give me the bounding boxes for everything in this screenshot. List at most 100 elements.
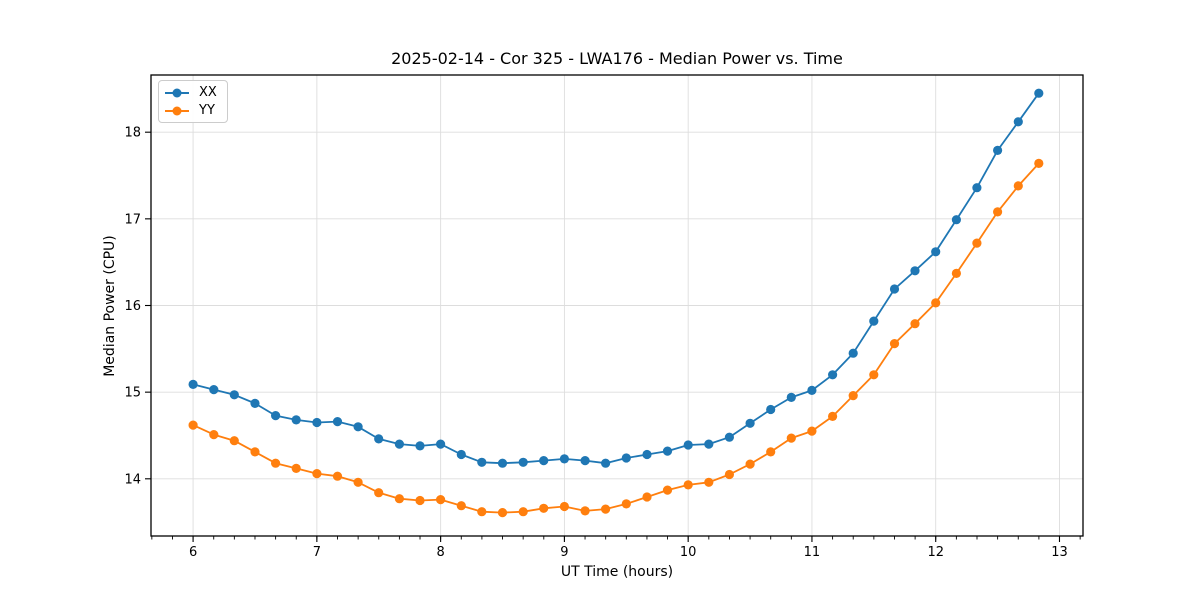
series-xx-marker bbox=[477, 457, 487, 467]
series-xx-marker bbox=[724, 432, 735, 442]
series-yy-marker bbox=[786, 433, 796, 443]
series-yy-marker bbox=[188, 420, 198, 430]
series-xx-marker bbox=[250, 398, 260, 408]
series-xx-marker bbox=[786, 392, 796, 402]
series-yy-marker bbox=[312, 469, 322, 479]
plot-area-frame bbox=[150, 74, 1084, 537]
series-yy-marker bbox=[497, 507, 508, 518]
series-yy-marker bbox=[271, 458, 281, 468]
series-xx-marker bbox=[1013, 117, 1023, 127]
y-tick-label: 18 bbox=[124, 126, 141, 141]
series-yy-marker bbox=[332, 471, 343, 481]
x-tick-label: 12 bbox=[927, 545, 944, 560]
series-yy-marker bbox=[229, 436, 239, 446]
series-yy-marker bbox=[642, 492, 652, 502]
series-yy-marker bbox=[972, 238, 982, 248]
series-xx-marker bbox=[683, 440, 693, 450]
x-tick-label: 11 bbox=[804, 545, 821, 560]
series-yy-marker bbox=[889, 339, 900, 349]
x-axis-label: UT Time (hours) bbox=[560, 564, 674, 580]
series-yy-marker bbox=[993, 207, 1003, 217]
series-xx-marker bbox=[601, 458, 611, 468]
series-xx-marker bbox=[910, 266, 920, 276]
series-yy-marker bbox=[704, 477, 714, 487]
y-tick-label: 14 bbox=[124, 472, 141, 487]
series-xx-marker bbox=[209, 385, 219, 395]
series-xx-marker bbox=[353, 422, 363, 432]
series-yy-marker bbox=[1034, 158, 1044, 168]
legend-item-xx: XX bbox=[165, 84, 221, 101]
series-yy-marker bbox=[580, 506, 590, 516]
series-xx-marker bbox=[374, 434, 384, 444]
y-tick-label: 15 bbox=[124, 386, 141, 401]
series-xx-marker bbox=[621, 453, 631, 463]
series-yy-marker bbox=[766, 447, 776, 457]
series-yy-marker bbox=[931, 298, 941, 308]
series-xx-marker bbox=[271, 411, 281, 421]
series-yy-marker bbox=[353, 477, 363, 487]
series-xx-marker bbox=[807, 385, 817, 395]
series-xx-marker bbox=[539, 456, 549, 466]
legend-label-yy: YY bbox=[199, 103, 215, 118]
chart-title: 2025-02-14 - Cor 325 - LWA176 - Median P… bbox=[391, 49, 843, 68]
x-tick-label: 6 bbox=[189, 545, 197, 560]
series-xx-marker bbox=[642, 449, 652, 460]
series-xx-marker bbox=[662, 446, 673, 456]
series-xx-marker bbox=[497, 458, 508, 468]
series-yy-marker bbox=[436, 495, 446, 505]
series-yy-marker bbox=[807, 426, 817, 436]
series-yy-marker bbox=[869, 370, 879, 380]
series-xx-line bbox=[192, 92, 1040, 465]
series-xx-marker bbox=[394, 439, 404, 449]
series-xx-marker bbox=[993, 145, 1003, 155]
legend-label-xx: XX bbox=[199, 85, 217, 100]
series-yy-marker bbox=[910, 319, 920, 329]
x-tick-label: 9 bbox=[560, 545, 568, 560]
series-xx-marker bbox=[291, 415, 301, 425]
series-yy-marker bbox=[662, 485, 673, 495]
series-xx-marker bbox=[869, 316, 879, 326]
series-xx-marker bbox=[848, 348, 858, 358]
series-xx-marker bbox=[931, 247, 941, 257]
series-xx-marker bbox=[518, 457, 528, 467]
series-yy-marker bbox=[745, 459, 755, 469]
series-xx-marker bbox=[745, 418, 755, 428]
series-xx-marker bbox=[1034, 88, 1044, 98]
series-yy-marker bbox=[374, 488, 384, 498]
legend-item-yy: YY bbox=[165, 102, 221, 119]
series-xx-marker bbox=[559, 454, 570, 464]
series-yy-marker bbox=[394, 494, 404, 504]
series-xx-marker bbox=[828, 370, 838, 380]
series-yy-marker bbox=[291, 463, 301, 473]
series-yy-marker bbox=[250, 447, 260, 457]
series-xx-marker bbox=[332, 417, 343, 427]
series-xx-marker bbox=[312, 417, 322, 428]
legend-line-sample-yy bbox=[165, 106, 189, 116]
circle-marker-icon bbox=[172, 88, 182, 97]
series-yy-marker bbox=[683, 480, 693, 490]
series-yy-marker bbox=[518, 507, 528, 517]
series-xx-marker bbox=[580, 456, 590, 466]
series-xx-marker bbox=[889, 284, 900, 294]
series-yy-marker bbox=[724, 469, 735, 480]
legend: XX YY bbox=[158, 80, 228, 123]
x-tick-label: 13 bbox=[1051, 545, 1068, 560]
series-xx-marker bbox=[951, 215, 962, 225]
series-yy-marker bbox=[601, 504, 611, 514]
series-yy-marker bbox=[828, 411, 838, 421]
series-yy-marker bbox=[209, 430, 219, 440]
x-tick-label: 7 bbox=[313, 545, 321, 560]
series-yy-marker bbox=[456, 501, 466, 511]
series-xx-marker bbox=[436, 439, 446, 449]
series-xx-marker bbox=[972, 183, 982, 193]
series-xx-marker bbox=[766, 404, 776, 415]
x-tick-label: 8 bbox=[436, 545, 444, 560]
series-yy-marker bbox=[477, 507, 487, 517]
series-xx-marker bbox=[229, 390, 239, 400]
series-yy-marker bbox=[848, 391, 858, 401]
series-xx-marker bbox=[415, 441, 425, 451]
series-yy-marker bbox=[415, 495, 425, 506]
series-yy-marker bbox=[539, 503, 549, 513]
